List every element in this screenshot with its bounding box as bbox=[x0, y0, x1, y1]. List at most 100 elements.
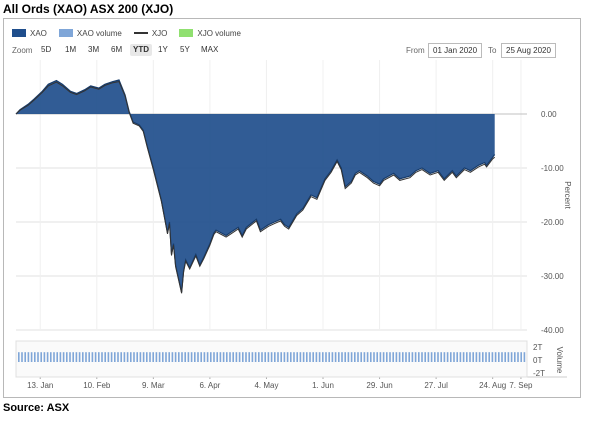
volume-bar bbox=[27, 352, 30, 362]
volume-tick-label: 2T bbox=[533, 343, 542, 352]
volume-bar bbox=[450, 352, 452, 362]
legend: XAO XAO volume XJO XJO volume bbox=[12, 26, 253, 40]
series-xao-line bbox=[15, 79, 496, 293]
range-toolbar: Zoom 5D 1M 3M 6M YTD 1Y 5Y MAX From 01 J… bbox=[12, 43, 572, 59]
volume-bar bbox=[126, 352, 129, 362]
volume-bar bbox=[139, 352, 142, 362]
volume-bar bbox=[245, 352, 247, 362]
volume-bar bbox=[82, 352, 84, 362]
zoom-button-3m[interactable]: 3M bbox=[88, 45, 100, 54]
volume-bar bbox=[421, 352, 423, 362]
volume-bar bbox=[174, 352, 177, 362]
zoom-button-ytd[interactable]: YTD bbox=[130, 44, 152, 56]
volume-bar bbox=[267, 352, 270, 362]
chart-container: XAO XAO volume XJO XJO volume Zoom 5D 1M… bbox=[3, 18, 581, 398]
volume-bar bbox=[318, 352, 321, 362]
volume-bar bbox=[395, 352, 398, 362]
volume-bar bbox=[389, 352, 391, 362]
legend-label-xjo-volume: XJO volume bbox=[197, 28, 241, 38]
volume-bar bbox=[523, 352, 526, 362]
x-tick-label: 4. May bbox=[254, 381, 278, 390]
volume-bar bbox=[322, 352, 324, 362]
volume-bar bbox=[178, 352, 180, 362]
series-xjo-line bbox=[15, 81, 496, 294]
x-tick-label: 1. Jun bbox=[312, 381, 334, 390]
legend-item-xjo[interactable]: XJO bbox=[133, 29, 167, 38]
volume-bar bbox=[507, 352, 510, 362]
zoom-button-1m[interactable]: 1M bbox=[65, 45, 77, 54]
volume-bar bbox=[270, 352, 273, 362]
legend-item-xao[interactable]: XAO bbox=[12, 29, 47, 38]
from-date-input[interactable]: 01 Jan 2020 bbox=[428, 43, 483, 58]
volume-bar bbox=[69, 352, 71, 362]
zoom-button-6m[interactable]: 6M bbox=[111, 45, 123, 54]
volume-bar bbox=[456, 352, 458, 362]
volume-bar bbox=[437, 352, 439, 362]
volume-bar bbox=[398, 352, 401, 362]
volume-bar bbox=[130, 352, 132, 362]
volume-bar bbox=[501, 352, 503, 362]
volume-bar bbox=[424, 352, 426, 362]
volume-bar bbox=[302, 352, 305, 362]
volume-bar bbox=[238, 352, 241, 362]
x-tick-label: 29. Jun bbox=[366, 381, 392, 390]
volume-bar bbox=[517, 352, 519, 362]
volume-bar bbox=[290, 352, 292, 362]
x-tick-label: 9. Mar bbox=[142, 381, 165, 390]
volume-bar bbox=[66, 352, 68, 362]
volume-bar bbox=[299, 352, 302, 362]
legend-item-xjo-volume[interactable]: XJO volume bbox=[179, 29, 241, 38]
volume-bar bbox=[53, 352, 55, 362]
volume-bar bbox=[341, 352, 343, 362]
x-tick-label: 10. Feb bbox=[83, 381, 111, 390]
volume-bar bbox=[117, 352, 119, 362]
volume-bar bbox=[360, 352, 362, 362]
volume-bar bbox=[354, 352, 356, 362]
y-tick-label: 0.00 bbox=[541, 110, 557, 119]
volume-bar bbox=[498, 352, 500, 362]
volume-bar bbox=[181, 352, 183, 362]
legend-swatch-xjo-volume bbox=[179, 29, 194, 37]
volume-bar bbox=[210, 352, 212, 362]
volume-bar bbox=[187, 352, 190, 362]
x-tick-label: 6. Apr bbox=[199, 381, 220, 390]
volume-bar bbox=[30, 352, 33, 362]
volume-bar bbox=[226, 352, 228, 362]
volume-bar bbox=[40, 352, 42, 362]
volume-bar bbox=[216, 352, 218, 362]
volume-bar bbox=[306, 352, 308, 362]
volume-bar bbox=[88, 352, 90, 362]
volume-bar bbox=[94, 352, 97, 362]
volume-bar bbox=[386, 352, 388, 362]
zoom-button-1y[interactable]: 1Y bbox=[158, 45, 168, 54]
legend-item-xao-volume[interactable]: XAO volume bbox=[58, 28, 122, 38]
volume-bar bbox=[190, 352, 193, 362]
volume-bar bbox=[277, 352, 279, 362]
volume-bar bbox=[133, 352, 135, 362]
volume-bar bbox=[466, 352, 468, 362]
volume-bar bbox=[72, 352, 74, 362]
zoom-button-5y[interactable]: 5Y bbox=[180, 45, 190, 54]
zoom-button-max[interactable]: MAX bbox=[201, 45, 219, 54]
volume-bar bbox=[251, 352, 254, 362]
volume-bar bbox=[261, 352, 263, 362]
zoom-button-5d[interactable]: 5D bbox=[41, 45, 52, 54]
legend-label-xao: XAO bbox=[30, 28, 47, 38]
volume-bar bbox=[50, 352, 52, 362]
volume-bar bbox=[194, 352, 196, 362]
volume-bar bbox=[376, 352, 378, 362]
volume-bar bbox=[123, 352, 126, 362]
volume-bar bbox=[91, 352, 94, 362]
to-date-input[interactable]: 25 Aug 2020 bbox=[501, 43, 556, 58]
volume-bar bbox=[120, 352, 122, 362]
volume-bar bbox=[21, 352, 23, 362]
volume-bar bbox=[232, 352, 234, 362]
legend-label-xao-volume: XAO volume bbox=[76, 28, 122, 38]
volume-bar bbox=[379, 352, 382, 362]
volume-bar bbox=[347, 352, 350, 362]
volume-bar bbox=[382, 352, 385, 362]
volume-bar bbox=[504, 352, 506, 362]
price-chart: 0.00 -10.00 -20.00 -30.00 -40.00 Percent 13. J… bbox=[15, 60, 572, 390]
volume-bar bbox=[414, 352, 417, 362]
volume-bar bbox=[283, 352, 286, 362]
